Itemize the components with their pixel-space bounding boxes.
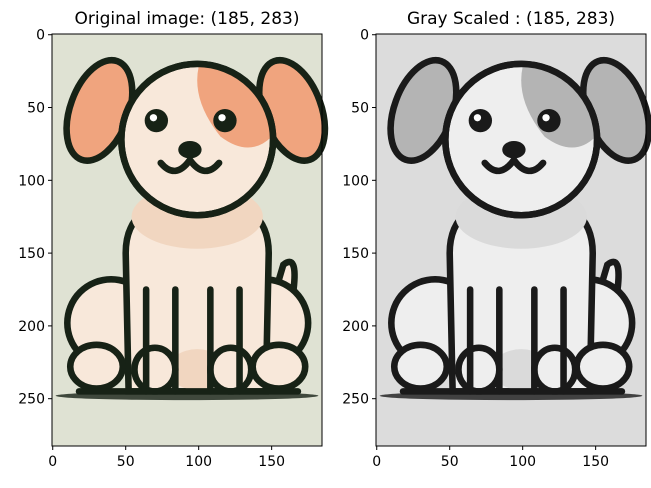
y-tick-label: 100 xyxy=(18,173,45,189)
x-tick-label: 0 xyxy=(48,454,57,470)
image-shape xyxy=(207,344,255,395)
image-shape xyxy=(131,344,179,395)
image-shape xyxy=(157,154,223,175)
image-shape xyxy=(390,341,451,392)
image-shape xyxy=(442,60,601,219)
image-shape xyxy=(502,141,526,159)
y-tick-label: 200 xyxy=(18,319,45,335)
y-tick-label: 250 xyxy=(342,392,369,408)
image-shape xyxy=(249,341,309,392)
y-tick-label: 150 xyxy=(342,246,369,262)
image-shape xyxy=(144,108,169,133)
image-shape xyxy=(118,60,277,219)
y-tick-label: 50 xyxy=(27,101,45,117)
image-shape xyxy=(213,108,237,133)
y-tick-label: 250 xyxy=(18,392,45,408)
y-tick-label: 0 xyxy=(36,28,45,44)
y-tick-label: 200 xyxy=(342,319,369,335)
axes-frame xyxy=(51,33,323,447)
image-shape xyxy=(218,114,226,122)
chart-title: Original image: (185, 283) xyxy=(75,9,300,29)
y-tick-label: 0 xyxy=(360,28,369,44)
y-tick-label: 100 xyxy=(342,173,369,189)
image-shape xyxy=(537,108,561,133)
image-shape xyxy=(468,108,493,133)
x-tick-label: 50 xyxy=(117,454,135,470)
image xyxy=(52,34,329,447)
x-tick-label: 150 xyxy=(582,454,609,470)
axes-frame xyxy=(375,33,647,447)
x-tick-label: 100 xyxy=(185,454,212,470)
image-shape xyxy=(66,341,127,392)
x-tick-label: 150 xyxy=(258,454,285,470)
image-shape xyxy=(573,341,633,392)
image-shape xyxy=(473,114,482,122)
image-shape xyxy=(481,154,547,175)
image-shape xyxy=(178,141,202,159)
image-shape xyxy=(149,114,158,122)
x-tick-label: 100 xyxy=(509,454,536,470)
y-tick-label: 50 xyxy=(351,101,369,117)
y-tick-label: 150 xyxy=(18,246,45,262)
image-shape xyxy=(542,114,550,122)
image xyxy=(376,34,651,447)
image-shape xyxy=(531,344,579,395)
x-tick-label: 50 xyxy=(441,454,459,470)
x-tick-label: 0 xyxy=(372,454,381,470)
image-shape xyxy=(455,344,503,395)
chart-title: Gray Scaled : (185, 283) xyxy=(407,9,615,29)
